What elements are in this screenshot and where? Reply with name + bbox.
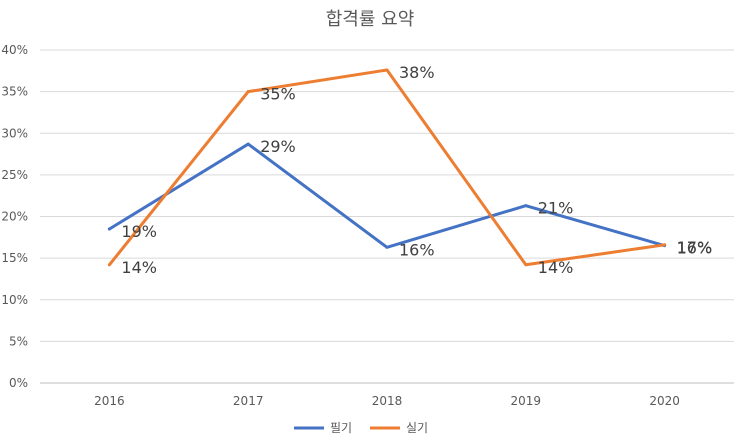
data-label: 17%	[677, 238, 713, 257]
data-label: 16%	[677, 239, 713, 258]
x-tick-label: 2017	[233, 394, 264, 408]
data-point	[246, 142, 250, 146]
data-label: 38%	[399, 63, 435, 82]
x-axis-ticks: 2016 2017 2018 2019 2020	[94, 394, 680, 408]
y-tick-label: 10%	[1, 293, 28, 307]
data-point	[663, 243, 667, 247]
data-label: 21%	[538, 199, 574, 218]
data-point	[107, 227, 111, 231]
series-line-2	[107, 68, 667, 267]
x-tick-label: 2020	[649, 394, 680, 408]
data-point	[385, 68, 389, 72]
y-tick-label: 0%	[9, 376, 28, 390]
gridlines	[40, 49, 734, 384]
data-point	[107, 263, 111, 267]
y-tick-label: 20%	[1, 210, 28, 224]
series-lines	[107, 68, 667, 267]
y-tick-label: 25%	[1, 168, 28, 182]
y-tick-label: 30%	[1, 126, 28, 140]
legend-label: 필기	[330, 421, 352, 435]
data-point	[246, 90, 250, 94]
y-tick-label: 40%	[1, 43, 28, 57]
data-label: 19%	[121, 222, 157, 241]
x-tick-label: 2016	[94, 394, 125, 408]
y-tick-label: 15%	[1, 251, 28, 265]
chart-title: 합격률 요약	[326, 9, 415, 30]
data-labels: 19% 29% 16% 21% 16% 14% 35% 38% 14% 17%	[121, 63, 712, 277]
data-label: 35%	[260, 85, 296, 104]
y-tick-label: 5%	[9, 334, 28, 348]
data-label: 16%	[399, 240, 435, 259]
y-tick-label: 35%	[1, 85, 28, 99]
data-label: 14%	[538, 258, 574, 277]
data-label: 29%	[260, 137, 296, 156]
data-point	[385, 245, 389, 249]
y-axis-ticks: 0% 5% 10% 15% 20% 25% 30% 35% 40%	[1, 43, 28, 390]
legend-label: 실기	[406, 421, 428, 435]
data-point	[524, 204, 528, 208]
data-label: 14%	[121, 258, 157, 277]
x-tick-label: 2018	[372, 394, 403, 408]
x-tick-label: 2019	[511, 394, 542, 408]
data-point	[524, 263, 528, 267]
legend: 필기 실기	[294, 421, 428, 435]
